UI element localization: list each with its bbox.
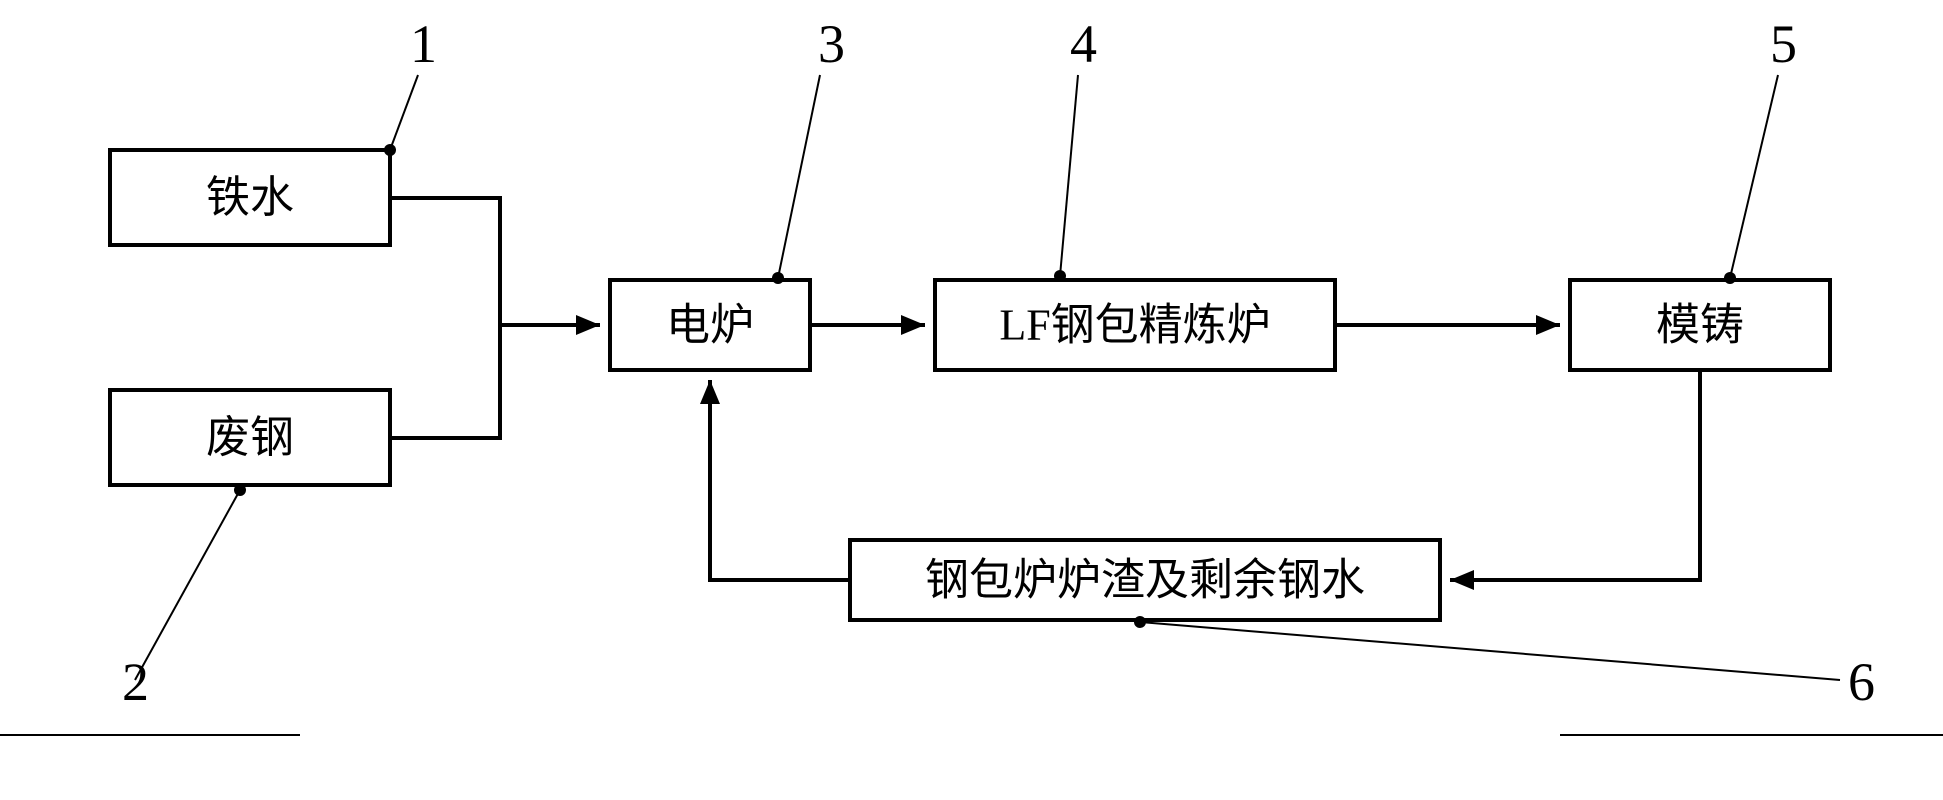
- callout-2: 2: [122, 652, 149, 712]
- arrowhead: [901, 315, 925, 335]
- callout-3: 3: [818, 14, 845, 74]
- edge-e56: [1450, 370, 1700, 580]
- leader-le3: [778, 75, 820, 278]
- leader-le6-dot: [1134, 616, 1146, 628]
- node-n4-label: LF钢包精炼炉: [999, 301, 1270, 350]
- callout-1: 1: [410, 14, 437, 74]
- edge-e63: [710, 380, 850, 580]
- leader-le1: [390, 75, 418, 150]
- callout-5: 5: [1770, 14, 1797, 74]
- arrowhead: [700, 380, 720, 404]
- leader-le5-dot: [1724, 272, 1736, 284]
- leader-le2: [135, 490, 240, 680]
- callout-6: 6: [1848, 652, 1875, 712]
- arrowhead: [1450, 570, 1474, 590]
- node-n3-label: 电炉: [666, 301, 754, 350]
- edge-merge12: [390, 198, 500, 325]
- edge-merge12: [390, 325, 500, 438]
- leader-le4-dot: [1054, 270, 1066, 282]
- leader-le3-dot: [772, 272, 784, 284]
- leader-le6: [1140, 622, 1840, 680]
- node-n5-label: 模铸: [1656, 301, 1744, 350]
- callout-4: 4: [1070, 14, 1097, 74]
- arrowhead: [1536, 315, 1560, 335]
- node-n1-label: 铁水: [206, 173, 294, 222]
- arrowhead: [576, 315, 600, 335]
- flow-diagram: 铁水废钢 电炉 LF钢包精炼炉 模铸钢包炉炉渣及剩余钢水 1 2 3 4 5 6: [0, 0, 1943, 800]
- leader-le2-dot: [234, 484, 246, 496]
- leader-le5: [1730, 75, 1778, 278]
- leader-le4: [1060, 75, 1078, 276]
- leader-le1-dot: [384, 144, 396, 156]
- node-n6-label: 钢包炉炉渣及剩余钢水: [925, 556, 1365, 605]
- node-n2-label: 废钢: [206, 413, 294, 462]
